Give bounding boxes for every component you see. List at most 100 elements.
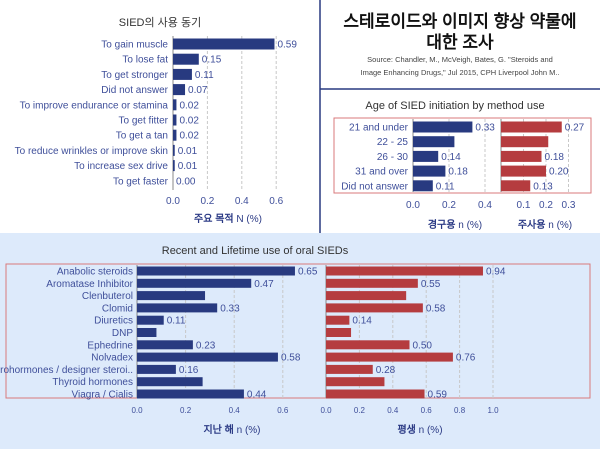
motive-bar xyxy=(173,114,177,126)
oral-use-category-label: Thyroid hormones xyxy=(52,377,133,388)
motive-value-label: 0.11 xyxy=(195,70,214,81)
age-injected-tick-label: 0.1 xyxy=(517,200,531,211)
age-chart-frame xyxy=(333,117,592,194)
motive-value-label: 0.02 xyxy=(179,131,199,142)
oral-past-year-tick-label: 0.0 xyxy=(131,406,143,415)
bottom-panel-background xyxy=(0,233,600,449)
age-injected-tick-label: 0.3 xyxy=(562,200,576,211)
age-injected-value-label: 0.20 xyxy=(549,167,569,178)
oral-past-year-tick-label: 0.2 xyxy=(180,406,192,415)
motive-category-label: To improve endurance or stamina xyxy=(20,100,169,111)
age-injected-axis-title: 주사용 n (%) xyxy=(518,218,572,231)
oral-past-year-value-label: 0.47 xyxy=(254,279,274,290)
age-oral-bar xyxy=(413,136,455,148)
age-oral-bar xyxy=(413,150,439,162)
age-injected-bar xyxy=(501,180,531,192)
oral-use-category-label: DNP xyxy=(112,328,133,339)
oral-lifetime-axis-title: 평생 n (%) xyxy=(397,423,442,436)
motive-category-label: Did not answer xyxy=(101,85,168,96)
age-oral-value-label: 0.33 xyxy=(475,123,495,134)
age-injected-value-label: 0.18 xyxy=(545,152,565,163)
oral-lifetime-tick-label: 1.0 xyxy=(487,406,499,415)
age-category-label: 31 and over xyxy=(355,167,408,178)
dashboard-title-line2: 대한 조사 xyxy=(426,33,494,52)
oral-lifetime-value-label: 0.94 xyxy=(486,267,506,278)
oral-past-year-bar xyxy=(137,377,203,387)
motive-value-label: 0.02 xyxy=(179,100,199,111)
age-oral-axis-title: 경구용 n (%) xyxy=(428,218,482,231)
motive-chart-title: SIED의 사용 동기 xyxy=(119,16,201,29)
motive-category-label: To lose fat xyxy=(122,55,168,66)
oral-use-category-label: Diuretics xyxy=(94,316,133,327)
age-oral-tick-label: 0.2 xyxy=(442,200,456,211)
oral-use-category-label: Clomid xyxy=(102,303,133,314)
oral-use-chart-frame xyxy=(5,263,591,399)
age-injected-value-label: 0.13 xyxy=(533,181,553,192)
oral-lifetime-tick-label: 0.6 xyxy=(421,406,433,415)
age-injected-bar xyxy=(501,165,546,177)
oral-past-year-bar xyxy=(137,364,176,374)
motive-value-label: 0.02 xyxy=(179,116,199,127)
motive-tick-label: 0.0 xyxy=(166,196,180,207)
oral-past-year-value-label: 0.44 xyxy=(247,390,267,401)
oral-past-year-bar xyxy=(137,352,278,362)
dashboard-title-line1: 스테로이드와 이미지 향상 약물에 xyxy=(343,11,576,31)
oral-lifetime-bar xyxy=(326,291,407,301)
oral-lifetime-value-label: 0.28 xyxy=(376,365,396,376)
oral-lifetime-bar xyxy=(326,278,418,288)
motive-category-label: To get faster xyxy=(113,176,169,187)
oral-past-year-axis-title: 지난 해 n (%) xyxy=(203,423,260,436)
age-oral-bar xyxy=(413,180,433,192)
motive-bar xyxy=(173,38,275,50)
motive-bar xyxy=(173,99,177,111)
age-oral-value-label: 0.18 xyxy=(448,167,468,178)
motive-value-label: 0.15 xyxy=(202,55,222,66)
motive-bar xyxy=(173,68,192,80)
age-category-label: 26 - 30 xyxy=(377,152,409,163)
oral-lifetime-bar xyxy=(326,377,385,387)
oral-lifetime-bar xyxy=(326,364,373,374)
age-oral-tick-label: 0.0 xyxy=(406,200,420,211)
age-oral-bar xyxy=(413,121,473,133)
oral-lifetime-value-label: 0.58 xyxy=(426,303,446,314)
motive-value-label: 0.59 xyxy=(277,40,297,51)
oral-lifetime-bar xyxy=(326,266,483,276)
oral-lifetime-value-label: 0.14 xyxy=(352,316,372,327)
oral-past-year-tick-label: 0.4 xyxy=(229,406,241,415)
oral-lifetime-bar xyxy=(326,303,423,313)
oral-past-year-bar xyxy=(137,278,252,288)
oral-lifetime-value-label: 0.50 xyxy=(413,340,433,351)
oral-past-year-value-label: 0.33 xyxy=(220,303,240,314)
motive-bar xyxy=(173,144,175,156)
oral-past-year-bar xyxy=(137,303,218,313)
age-injected-tick-label: 0.2 xyxy=(539,200,553,211)
motive-category-label: To reduce wrinkles or improve skin xyxy=(15,146,168,157)
age-injected-bar xyxy=(501,121,562,133)
oral-past-year-value-label: 0.65 xyxy=(298,267,318,278)
oral-lifetime-value-label: 0.76 xyxy=(456,353,476,364)
oral-use-category-label: Anabolic steroids xyxy=(57,267,133,278)
motive-bar xyxy=(173,53,199,65)
motive-tick-label: 0.6 xyxy=(269,196,283,207)
age-oral-bar xyxy=(413,165,446,177)
motive-category-label: To get stronger xyxy=(101,70,168,81)
oral-lifetime-value-label: 0.59 xyxy=(428,390,448,401)
motive-bar xyxy=(173,160,175,172)
oral-lifetime-bar xyxy=(326,328,352,337)
motive-category-label: To get fitter xyxy=(119,116,169,127)
age-oral-tick-label: 0.4 xyxy=(478,200,492,211)
oral-use-category-label: Nolvadex xyxy=(91,353,133,364)
oral-past-year-bar xyxy=(137,389,244,399)
oral-lifetime-tick-label: 0.4 xyxy=(387,406,399,415)
oral-past-year-bar xyxy=(137,266,295,276)
oral-lifetime-tick-label: 0.2 xyxy=(354,406,366,415)
oral-past-year-bar xyxy=(137,315,164,325)
motive-value-label: 0.01 xyxy=(178,146,198,157)
age-oral-value-label: 0.11 xyxy=(436,181,455,192)
oral-lifetime-bar xyxy=(326,340,410,350)
oral-past-year-bar xyxy=(137,328,157,337)
oral-use-chart-title: Recent and Lifetime use of oral SIEDs xyxy=(162,245,349,257)
motive-bar xyxy=(173,84,186,96)
age-category-label: 21 and under xyxy=(349,123,409,134)
